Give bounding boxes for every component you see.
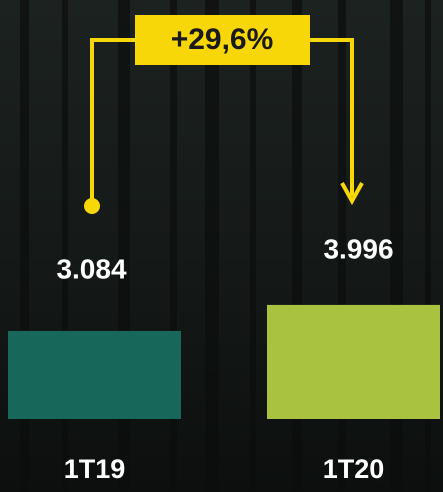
value-label: 3.996 (323, 233, 393, 264)
annotation: +29,6% (171, 23, 274, 56)
x-tick-label: 1T20 (323, 454, 385, 484)
x-tick-label: 1T19 (64, 454, 126, 484)
connector-dot (84, 198, 100, 214)
bar (267, 305, 440, 419)
bar (8, 331, 181, 419)
chart: +29,6% 3.084 1T19 3.996 1T20 (0, 0, 443, 492)
value-label: 3.084 (56, 253, 126, 284)
